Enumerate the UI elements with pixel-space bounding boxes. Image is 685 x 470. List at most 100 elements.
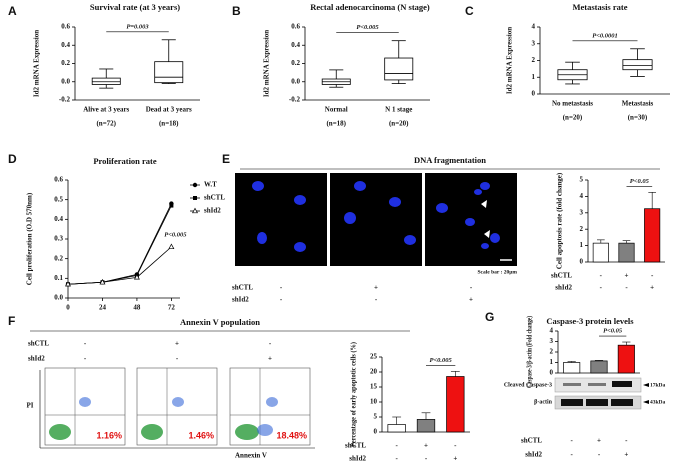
- condition-value: -: [395, 442, 398, 450]
- y-tick-label: 25: [370, 353, 378, 361]
- y-tick-label: 0.4: [291, 41, 300, 49]
- y-tick-label: 3: [580, 208, 584, 216]
- flow-y-label: PI: [27, 402, 34, 410]
- condition-value: +: [650, 284, 654, 292]
- y-tick-label: 0: [374, 428, 378, 436]
- x-tick-label: 72: [168, 304, 176, 312]
- condition-label: shCTL: [345, 442, 366, 450]
- series-line: [67, 246, 172, 285]
- condition-value: -: [600, 284, 603, 292]
- y-tick-label: 4: [550, 327, 554, 335]
- condition-value: +: [624, 451, 628, 459]
- flow-condition-value: -: [269, 340, 272, 348]
- y-tick-label: 0.6: [54, 176, 63, 184]
- condition-value: +: [625, 272, 629, 280]
- microscopy-images: [235, 173, 517, 266]
- image-condition-value: -: [280, 284, 283, 292]
- group-size: (n=30): [628, 114, 648, 122]
- p-value: P<0.05: [603, 328, 623, 335]
- y-tick-label: 15: [370, 383, 378, 391]
- blot-size: 43kDa: [650, 399, 666, 405]
- y-tick-label: -0.2: [59, 96, 71, 104]
- condition-value: -: [395, 455, 398, 463]
- y-tick-label: 2: [580, 225, 584, 233]
- panel-title: Caspase-3 protein levels: [546, 316, 634, 326]
- bar: [618, 242, 635, 263]
- p-value: P<0.005: [430, 357, 453, 364]
- y-tick-label: 0.2: [291, 59, 300, 67]
- y-tick-label: 4: [580, 192, 584, 200]
- y-tick-label: 0.6: [291, 23, 300, 31]
- condition-label: shId2: [525, 451, 542, 459]
- y-tick-label: 0.4: [54, 215, 63, 223]
- bar: [563, 362, 581, 374]
- y-tick-label: 0: [580, 258, 584, 266]
- data-point: [169, 203, 174, 208]
- data-point: [133, 274, 140, 280]
- condition-value: -: [625, 437, 628, 445]
- image-condition-label: shCTL: [232, 284, 253, 292]
- flow-condition-value: -: [176, 355, 179, 363]
- p-value: P=0.003: [126, 23, 149, 30]
- y-tick-label: 0.3: [54, 235, 63, 243]
- bar: [387, 424, 406, 433]
- bar: [617, 344, 635, 374]
- blot-label: β-actin: [534, 399, 552, 405]
- p-value: P<0.005: [356, 24, 379, 31]
- image-condition-value: -: [375, 296, 378, 304]
- y-tick-label: 5: [580, 176, 584, 184]
- condition-value: -: [598, 451, 601, 459]
- y-tick-label: 0.0: [291, 77, 300, 85]
- data-point: [168, 243, 175, 250]
- condition-value: -: [454, 442, 457, 450]
- category-label: N 1 stage: [385, 106, 412, 114]
- image-condition-value: -: [280, 296, 283, 304]
- group-size: (n=18): [326, 120, 346, 128]
- flow-condition-value: -: [84, 355, 87, 363]
- group-size: (n=20): [563, 114, 583, 122]
- y-tick-label: 0: [532, 90, 536, 98]
- y-tick-label: 5: [374, 413, 378, 421]
- box: [622, 59, 653, 71]
- panel-letter: D: [8, 152, 17, 166]
- panel-letter: E: [222, 152, 230, 166]
- condition-label: shId2: [349, 455, 366, 463]
- group-size: (n=72): [96, 120, 116, 128]
- box: [91, 77, 121, 85]
- image-condition-value: +: [469, 296, 473, 304]
- x-tick-label: 24: [99, 304, 107, 312]
- y-tick-label: 2: [532, 56, 536, 64]
- flow-percentage: 18.48%: [276, 430, 307, 440]
- flow-x-label: Annexin V: [235, 452, 267, 460]
- condition-label: shCTL: [551, 272, 572, 280]
- y-axis-label: Id2 mRNA Expression: [263, 30, 271, 97]
- panel-letter: F: [8, 314, 15, 328]
- flow-percentage: 1.16%: [96, 430, 122, 440]
- condition-value: -: [425, 455, 428, 463]
- condition-value: +: [453, 455, 457, 463]
- condition-value: -: [570, 437, 573, 445]
- y-tick-label: 1: [580, 241, 584, 249]
- y-axis-label: Id2 mRNA Expression: [506, 27, 514, 94]
- y-tick-label: 0.0: [61, 77, 70, 85]
- blot-size: 17kDa: [650, 382, 666, 388]
- panel-letter: G: [485, 310, 494, 324]
- image-condition-value: -: [470, 284, 473, 292]
- western-blot: [554, 377, 649, 410]
- panel-title: DNA fragmentation: [414, 155, 486, 165]
- panel-letter: B: [232, 4, 241, 18]
- data-point: [99, 278, 106, 285]
- box: [154, 61, 184, 84]
- blot-label: Cleaved Caspase-3: [504, 382, 552, 388]
- category-label: No metastasis: [552, 100, 593, 108]
- y-tick-label: 20: [370, 368, 378, 376]
- group-size: (n=18): [159, 120, 179, 128]
- legend-label: shId2: [204, 207, 221, 215]
- bar: [644, 208, 661, 263]
- x-tick-label: 48: [133, 304, 141, 312]
- p-value: P<0.0001: [592, 32, 618, 39]
- y-tick-label: 3: [550, 337, 554, 345]
- y-tick-label: 0.0: [54, 294, 63, 302]
- y-axis-label: Cell apoptosis rate (fold change): [556, 172, 564, 269]
- legend-marker: [192, 182, 198, 188]
